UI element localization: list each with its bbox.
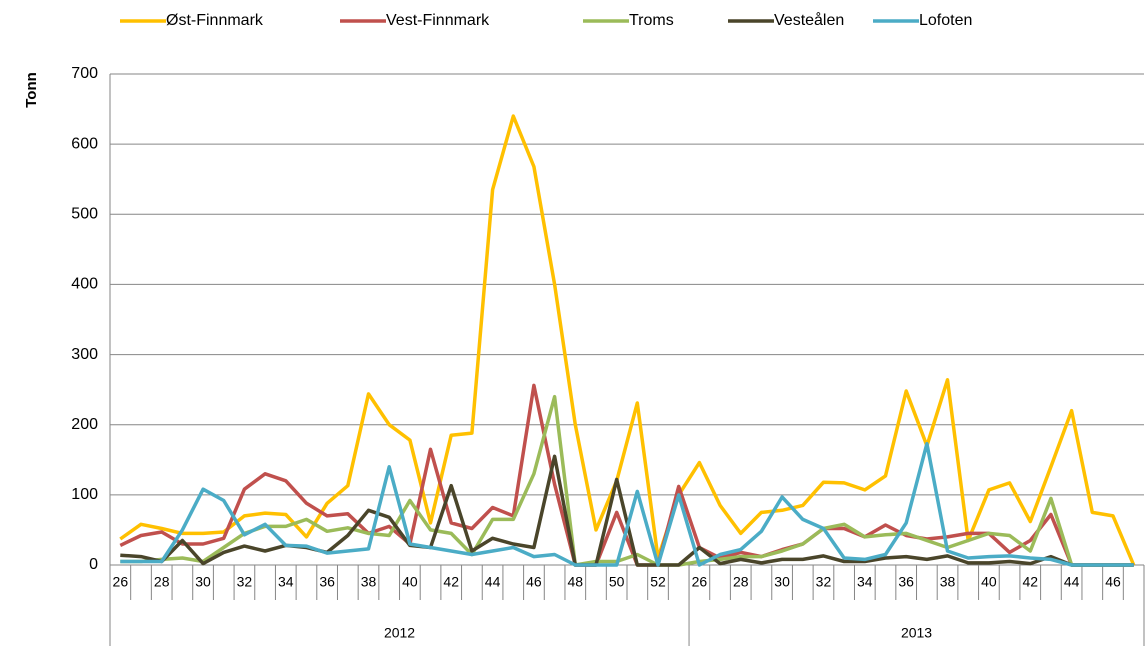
x-tick-label: 46	[1105, 574, 1121, 590]
x-tick-label: 28	[154, 574, 170, 590]
y-tick-label: 400	[71, 276, 98, 293]
x-tick-label: 42	[1022, 574, 1038, 590]
legend-label: Troms	[629, 12, 674, 29]
x-tick-label: 28	[733, 574, 749, 590]
x-tick-label: 36	[898, 574, 914, 590]
x-tick-label: 34	[857, 574, 873, 590]
group-label: 2013	[901, 625, 932, 641]
x-tick-label: 42	[443, 574, 459, 590]
y-tick-label: 100	[71, 486, 98, 503]
y-tick-label: 0	[89, 556, 98, 573]
y-tick-label: 200	[71, 416, 98, 433]
legend-label: Vesteålen	[774, 11, 844, 29]
x-tick-label: 40	[981, 574, 997, 590]
x-tick-label: 34	[278, 574, 294, 590]
y-tick-label: 300	[71, 346, 98, 363]
group-label: 2012	[384, 625, 415, 641]
x-tick-label: 30	[195, 574, 211, 590]
x-tick-label: 32	[237, 574, 253, 590]
x-tick-label: 32	[816, 574, 832, 590]
legend-label: Vest-Finnmark	[386, 12, 490, 29]
y-axis-label: Tonn	[23, 72, 40, 108]
x-tick-label: 48	[568, 574, 584, 590]
x-tick-label: 30	[774, 574, 790, 590]
x-tick-label: 36	[319, 574, 335, 590]
x-tick-label: 38	[940, 574, 956, 590]
series-line	[120, 394, 1134, 567]
x-tick-label: 26	[113, 574, 129, 590]
y-tick-label: 500	[71, 206, 98, 223]
x-tick-label: 40	[402, 574, 418, 590]
legend-label: Øst-Finnmark	[166, 12, 264, 29]
y-tick-label: 600	[71, 135, 98, 152]
x-tick-label: 50	[609, 574, 625, 590]
legend-label: Lofoten	[919, 12, 972, 29]
series-line	[120, 441, 1134, 567]
x-tick-label: 52	[650, 574, 666, 590]
x-tick-label: 26	[692, 574, 708, 590]
x-tick-label: 44	[1064, 574, 1080, 590]
x-tick-label: 46	[526, 574, 542, 590]
series-line	[119, 383, 1134, 567]
x-tick-label: 38	[361, 574, 377, 590]
series-line	[119, 114, 1136, 566]
x-tick-label: 44	[485, 574, 501, 590]
y-tick-label: 700	[71, 65, 98, 82]
